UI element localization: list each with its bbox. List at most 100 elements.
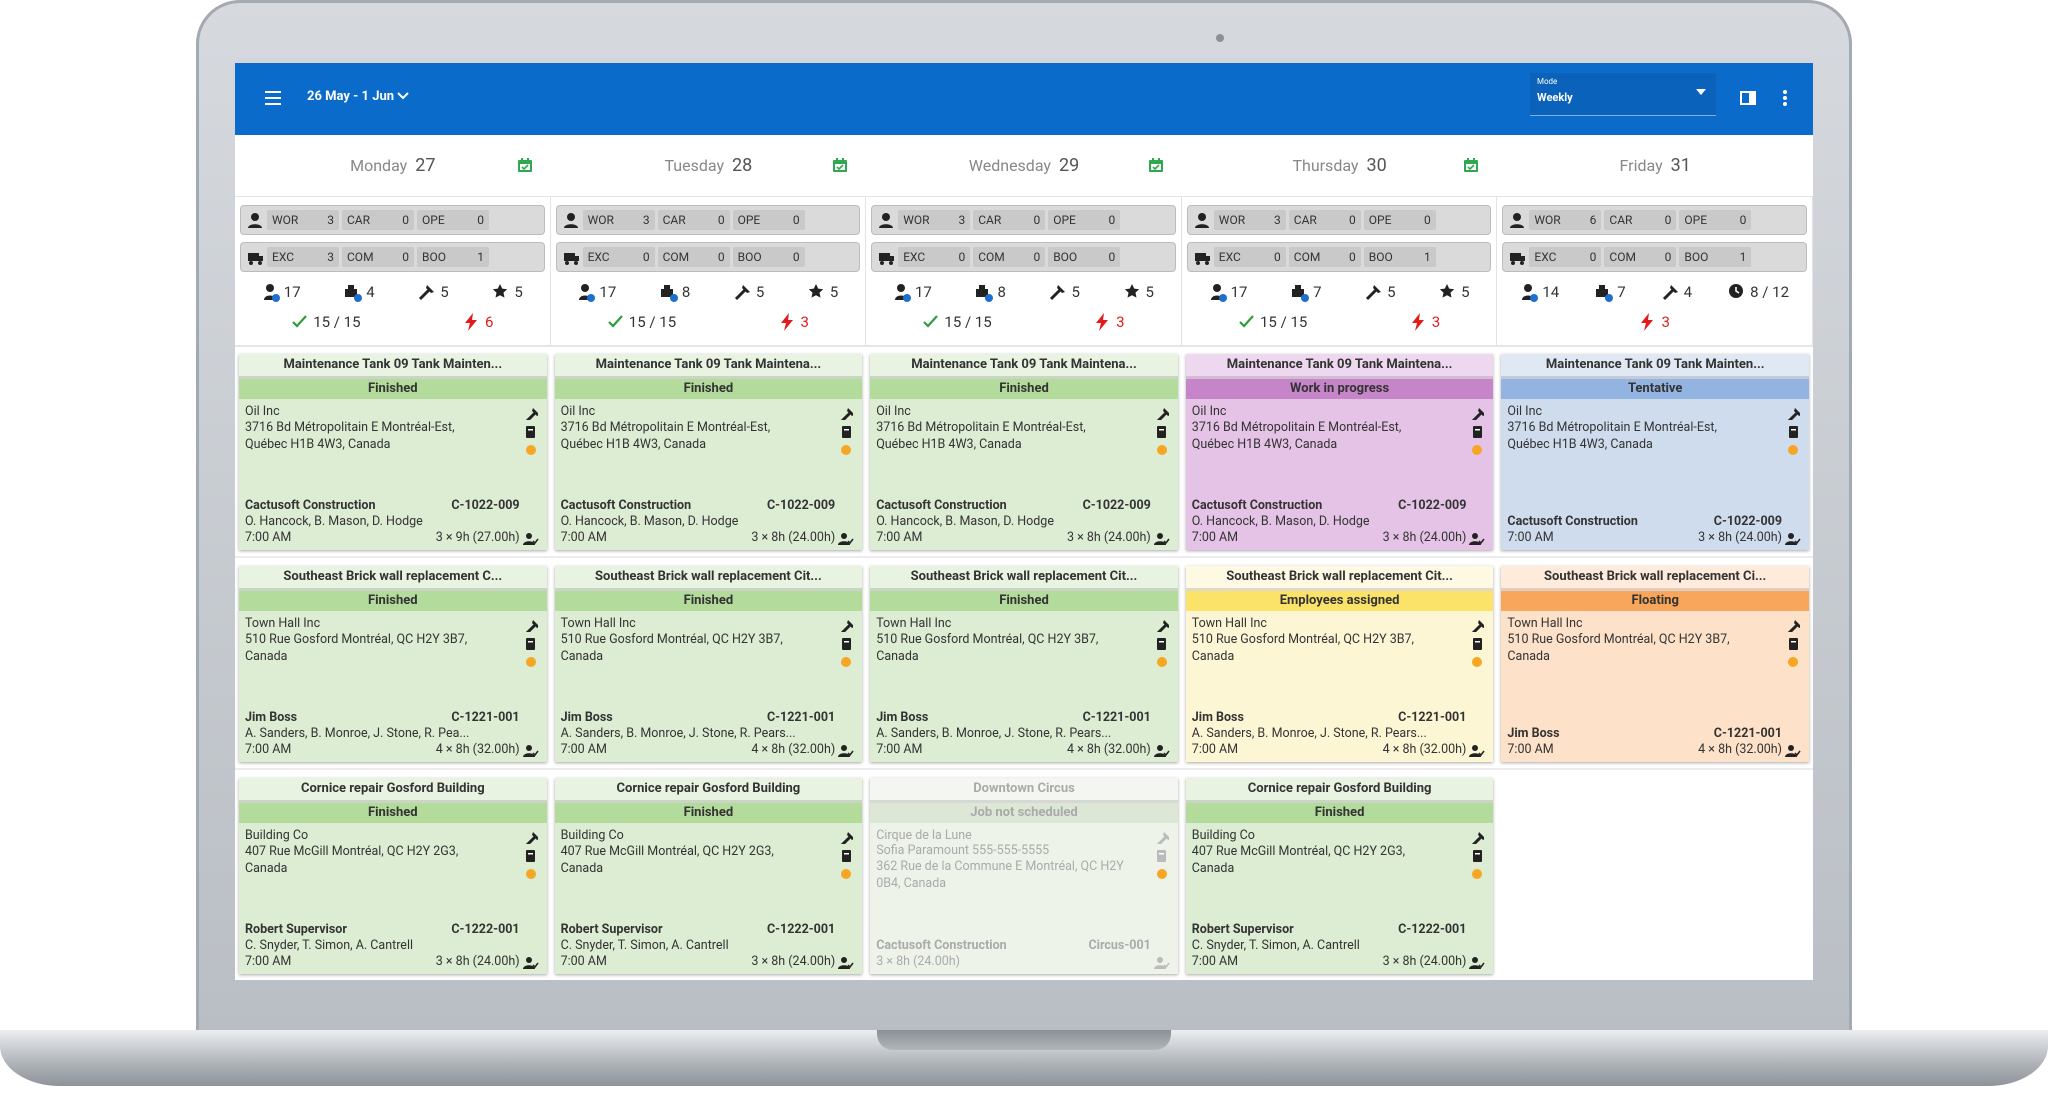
status-dot-glyph — [841, 445, 852, 455]
document-icon-glyph — [1157, 850, 1167, 862]
tools-stat: 5 — [1049, 283, 1080, 302]
counter-value: 0 — [402, 213, 409, 227]
document-icon — [840, 637, 853, 651]
job-card[interactable]: Cornice repair Gosford Building Finished B… — [554, 778, 863, 974]
job-crew: O. Hancock, B. Mason, D. Hodge — [1191, 514, 1370, 529]
job-card[interactable]: Southeast Brick wall replacement Cit... F… — [554, 566, 863, 762]
day-header: Wednesday 29 — [866, 135, 1182, 197]
job-details: Town Hall Inc 510 Rue Gosford Montréal, Q… — [876, 616, 1151, 758]
document-icon — [840, 425, 853, 439]
chevron — [397, 92, 409, 100]
people-stat: 17 — [1209, 283, 1247, 302]
job-title: Cornice repair Gosford Building — [554, 778, 863, 803]
menu-button[interactable] — [265, 91, 281, 105]
crew-icon-glyph — [1785, 533, 1801, 545]
job-duration: 4 × 8h (32.00h) — [1698, 742, 1782, 757]
document-icon-glyph — [526, 850, 536, 862]
tool-icon-glyph — [525, 620, 538, 632]
tool-icon — [839, 406, 854, 420]
job-card[interactable]: Maintenance Tank 09 Tank Maintena... Fini… — [554, 354, 863, 550]
job-time-row: 7:00 AM 3 × 8h (24.00h) — [245, 954, 520, 970]
status-dot-glyph — [1472, 657, 1483, 667]
job-status: Finished — [870, 379, 1178, 399]
job-company-row: Cactusoft Construction C-1022-009 — [1192, 498, 1467, 514]
job-crew: A. Sanders, B. Monroe, J. Stone, R. Pea.… — [245, 726, 470, 741]
job-card[interactable]: Maintenance Tank 09 Tank Mainten... Tenta… — [1501, 354, 1809, 550]
equipment-stat-icon — [975, 283, 994, 302]
document-icon-glyph — [1788, 426, 1798, 438]
spacer — [561, 877, 836, 922]
job-time: 7:00 AM — [560, 530, 607, 545]
job-card[interactable]: Cornice repair Gosford Building Finished B… — [1185, 778, 1494, 974]
status-dot — [1787, 656, 1799, 668]
job-body: Town Hall Inc 510 Rue Gosford Montréal, Q… — [555, 611, 863, 762]
people-stat-icon — [1520, 283, 1539, 302]
job-address: 407 Rue McGill Montréal, QC H2Y 2G3, Can… — [245, 844, 459, 876]
job-title: Southeast Brick wall replacement Cit... — [870, 566, 1178, 591]
status-dot-glyph — [1156, 657, 1167, 667]
job-card[interactable]: Maintenance Tank 09 Tank Mainten... Finis… — [239, 354, 547, 550]
job-card[interactable]: Maintenance Tank 09 Tank Maintena... Fini… — [870, 354, 1178, 550]
counter-value: 6 — [1589, 213, 1597, 227]
rating-stat-value: 5 — [1145, 283, 1154, 301]
job-status: Finished — [1185, 803, 1494, 823]
tools-stat-icon — [1662, 283, 1680, 302]
stats-row: 17 4 5 5 — [240, 279, 545, 305]
mode-select[interactable]: Mode Weekly — [1530, 73, 1716, 116]
crew-icon-glyph — [838, 957, 854, 969]
job-card[interactable]: Southeast Brick wall replacement Ci... Fl… — [1501, 566, 1809, 762]
date-range[interactable]: 26 May - 1 Jun — [307, 89, 409, 104]
people-stat: 17 — [262, 283, 301, 302]
job-card[interactable]: Maintenance Tank 09 Tank Maintena... Work… — [1185, 354, 1494, 550]
completion-stat-icon — [607, 313, 625, 332]
tool-icon — [1470, 830, 1485, 844]
panel-button[interactable] — [1740, 91, 1756, 105]
day-name: Monday — [350, 156, 408, 175]
counter: COM 0 — [1604, 247, 1677, 267]
stats-row: 17 7 5 5 — [1187, 279, 1492, 305]
status-dot — [1787, 444, 1799, 456]
job-crew: C. Snyder, T. Simon, A. Cantrell — [245, 938, 414, 953]
alerts-stat-value: 3 — [800, 313, 809, 331]
job-time: 7:00 AM — [876, 530, 923, 545]
more-button[interactable] — [1783, 90, 1787, 106]
person-icon — [1194, 212, 1211, 229]
job-code: C-1221-001 — [766, 710, 836, 725]
job-details: Cirque de la Lune Sofia Paramount 555-555… — [876, 828, 1151, 970]
people-stat-value: 17 — [914, 283, 932, 301]
spacer — [245, 453, 520, 498]
job-duration: 4 × 8h (32.00h) — [1382, 742, 1467, 757]
job-details: Building Co 407 Rue McGill Montréal, QC H… — [561, 828, 836, 970]
tools-stat-icon — [1365, 283, 1383, 302]
job-title: Maintenance Tank 09 Tank Mainten... — [239, 354, 547, 379]
job-card[interactable]: Southeast Brick wall replacement C... Fin… — [239, 566, 547, 762]
counter-value: 0 — [1274, 250, 1281, 264]
job-title: Southeast Brick wall replacement C... — [239, 566, 547, 591]
tools-stat: 5 — [418, 283, 449, 302]
job-title: Southeast Brick wall replacement Cit... — [1185, 566, 1494, 591]
document-icon — [1155, 637, 1168, 651]
job-card[interactable]: Cornice repair Gosford Building Finished B… — [239, 778, 547, 974]
truck-icon-glyph — [1510, 252, 1526, 265]
crew-icon-glyph — [838, 745, 854, 757]
counter: EXC 0 — [1213, 247, 1286, 267]
counter: EXC 0 — [898, 247, 971, 267]
job-card[interactable]: Southeast Brick wall replacement Cit... E… — [1185, 566, 1494, 762]
job-card[interactable]: Downtown Circus Job not scheduled Cirque d… — [870, 778, 1178, 974]
job-company: Cactusoft Construction — [560, 498, 692, 513]
job-time-row: 7:00 AM 3 × 8h (24.00h) — [1192, 530, 1467, 546]
truck-icon — [878, 249, 895, 266]
counter-value: 0 — [717, 213, 725, 227]
counter: COM 0 — [342, 247, 414, 267]
job-company: Cactusoft Construction — [1507, 514, 1638, 529]
day-name: Thursday — [1292, 156, 1359, 175]
counter-value: 0 — [1033, 250, 1041, 264]
job-company: Cactusoft Construction — [876, 498, 1007, 513]
job-card[interactable]: Southeast Brick wall replacement Cit... F… — [870, 566, 1178, 762]
truck-icon — [563, 249, 580, 266]
job-status: Finished — [239, 379, 547, 399]
job-company: Cactusoft Construction — [876, 938, 1007, 953]
tool-icon-glyph — [525, 408, 538, 420]
counter: WOR 3 — [267, 210, 339, 230]
job-company: Jim Boss — [245, 710, 298, 725]
